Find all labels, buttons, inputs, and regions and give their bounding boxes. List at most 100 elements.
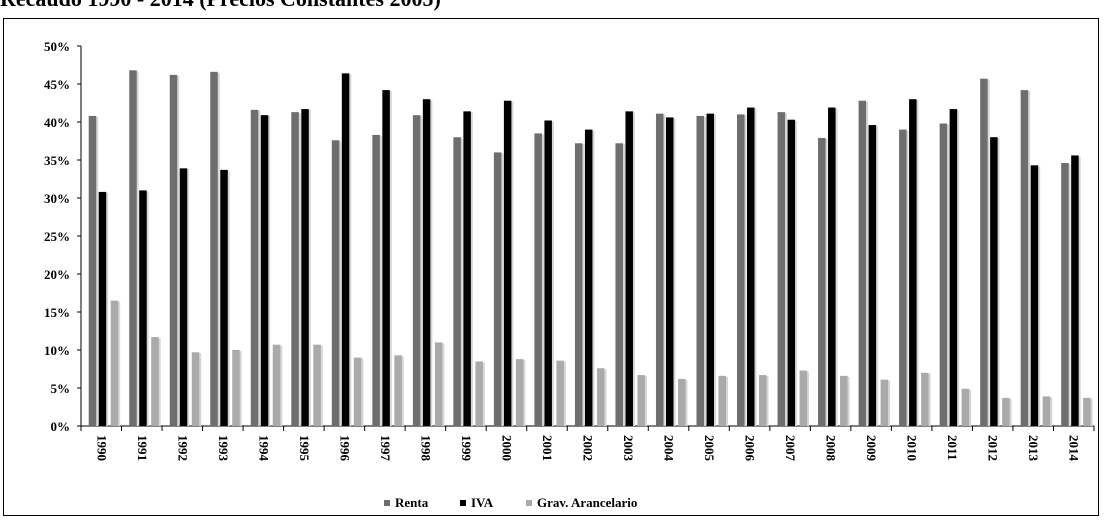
chart-title: Recaudo 1990 - 2014 (Precios Constantes … — [0, 0, 441, 12]
x-tick-label: 2010 — [905, 435, 920, 461]
chart-frame — [3, 18, 1099, 516]
bar-iva-2001 — [544, 120, 552, 426]
y-tick-label: 40% — [44, 115, 70, 130]
y-tick-label: 0% — [51, 419, 71, 434]
bar-grav-arancelario-2006 — [759, 375, 767, 426]
bar-grav-arancelario-2010 — [921, 372, 929, 426]
legend-swatch-iva — [460, 500, 466, 506]
bar-renta-1997 — [372, 134, 380, 427]
bar-renta-2007 — [777, 112, 786, 427]
bar-renta-1996 — [331, 140, 340, 427]
bar-grav-arancelario-1994 — [272, 344, 281, 426]
bar-grav-arancelario-2014 — [1083, 397, 1091, 426]
bar-grav-arancelario-1998 — [434, 342, 443, 426]
bar-grav-arancelario-2000 — [515, 359, 524, 426]
legend-item-grav-arancelario: Grav. Arancelario — [526, 495, 637, 511]
bar-renta-2012 — [980, 78, 988, 427]
bar-iva-1996 — [341, 73, 350, 427]
legend-label-renta: Renta — [395, 495, 429, 510]
bar-grav-arancelario-2002 — [596, 368, 605, 426]
bar-renta-2000 — [493, 152, 502, 426]
bar-iva-2009 — [868, 125, 877, 426]
bar-iva-2012 — [990, 137, 998, 426]
bar-iva-2006 — [747, 107, 755, 426]
bar-grav-arancelario-2013 — [1042, 396, 1051, 426]
bar-iva-2013 — [1030, 165, 1039, 426]
legend-label-iva: IVA — [471, 495, 494, 510]
bar-iva-2011 — [949, 109, 958, 426]
bar-renta-2002 — [574, 143, 583, 426]
legend-swatch-grav-arancelario — [526, 500, 532, 506]
bar-grav-arancelario-2005 — [718, 375, 726, 426]
x-tick-label: 2011 — [945, 435, 960, 460]
bar-renta-2004 — [655, 113, 664, 426]
bar-iva-2004 — [665, 117, 674, 426]
bar-grav-arancelario-2007 — [799, 370, 808, 426]
bar-iva-1990 — [98, 191, 107, 426]
bar-iva-1999 — [463, 111, 471, 427]
bar-grav-arancelario-2003 — [637, 375, 645, 426]
y-tick-label: 45% — [44, 77, 70, 92]
bar-renta-2009 — [858, 100, 867, 426]
y-tick-label: 25% — [44, 229, 70, 244]
x-tick-label: 2005 — [702, 435, 717, 462]
y-axis: 0% 5% 10% 15% 20% 25% 30% 35% 40% 45% 50% — [44, 39, 82, 434]
bar-iva-2008 — [828, 107, 836, 426]
legend-label-grav-arancelario: Grav. Arancelario — [537, 495, 638, 510]
y-tick-label: 35% — [44, 153, 70, 168]
x-tick-label: 2012 — [986, 435, 1001, 461]
x-tick-label: 1994 — [256, 435, 271, 462]
x-tick-label: 1998 — [418, 435, 433, 462]
x-tick-label: 2008 — [824, 435, 839, 462]
bar-iva-2007 — [787, 119, 796, 426]
bar-grav-arancelario-1997 — [394, 355, 402, 426]
bar-grav-arancelario-2011 — [961, 388, 970, 426]
bar-grav-arancelario-1999 — [475, 361, 483, 426]
bar-renta-2005 — [696, 115, 704, 427]
bar-renta-1999 — [453, 137, 461, 426]
bar-iva-2002 — [584, 129, 593, 426]
y-tick-label: 50% — [44, 39, 70, 54]
bar-iva-1994 — [260, 115, 269, 426]
bar-iva-2005 — [706, 113, 714, 426]
bar-renta-1990 — [88, 115, 97, 427]
bar-grav-arancelario-2004 — [677, 378, 686, 426]
y-tick-label: 5% — [51, 381, 71, 396]
bar-iva-1991 — [139, 190, 147, 426]
bar-renta-1998 — [412, 115, 421, 426]
legend-item-iva: IVA — [460, 495, 493, 511]
x-tick-label: 1997 — [378, 435, 393, 462]
y-tick-label: 15% — [44, 305, 70, 320]
bar-renta-2013 — [1020, 90, 1029, 426]
bars — [88, 70, 1093, 427]
legend-swatch-renta — [384, 500, 390, 506]
y-tick-label: 10% — [44, 343, 70, 358]
bar-grav-arancelario-1996 — [353, 357, 362, 426]
bar-renta-1994 — [250, 109, 259, 426]
bar-iva-1998 — [422, 99, 431, 426]
legend-item-renta: Renta — [384, 495, 428, 511]
x-tick-label: 1992 — [175, 435, 190, 461]
bar-renta-2001 — [534, 133, 542, 426]
x-axis: 1990 1991 1992 1993 1994 1995 1996 1997 1998 1999… — [80, 425, 1095, 462]
bar-grav-arancelario-1992 — [191, 352, 200, 426]
bar-iva-2014 — [1071, 155, 1079, 426]
bar-iva-1992 — [179, 168, 188, 427]
bar-grav-arancelario-1991 — [151, 337, 159, 426]
bar-renta-2006 — [737, 114, 745, 427]
bar-grav-arancelario-2008 — [840, 375, 848, 426]
y-tick-label: 20% — [44, 267, 70, 282]
bar-renta-1992 — [169, 74, 178, 426]
y-tick-label: 30% — [44, 191, 70, 206]
bar-iva-2003 — [625, 111, 633, 427]
x-tick-label: 1996 — [337, 435, 352, 462]
bar-grav-arancelario-2009 — [880, 379, 889, 426]
bar-grav-arancelario-2001 — [556, 360, 564, 426]
x-tick-label: 1999 — [459, 435, 474, 462]
x-tick-label: 1995 — [297, 435, 312, 462]
bar-grav-arancelario-1995 — [313, 344, 321, 426]
bar-iva-1997 — [382, 90, 390, 426]
bar-renta-2003 — [615, 143, 623, 426]
x-tick-label: 2004 — [662, 435, 677, 462]
